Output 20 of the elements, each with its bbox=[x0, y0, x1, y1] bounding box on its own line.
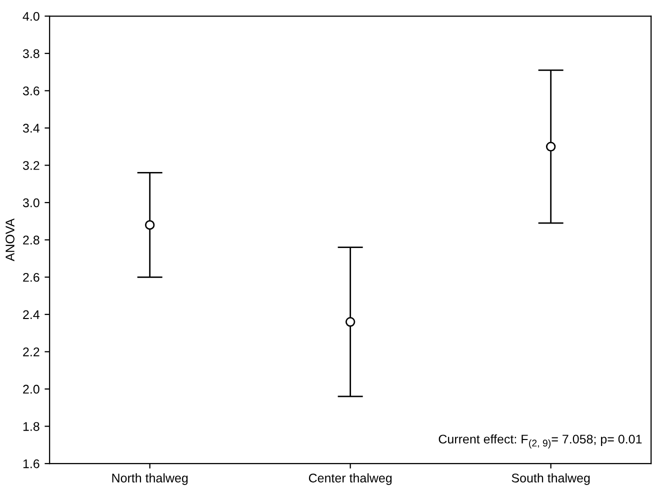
point bbox=[546, 142, 556, 152]
y-tick-label: 2.8 bbox=[23, 236, 40, 245]
y-tick-label: 3.2 bbox=[22, 161, 40, 170]
y-tick-label: 2.6 bbox=[23, 272, 40, 282]
point bbox=[144, 220, 155, 230]
y-tick-label: 3.0 bbox=[22, 198, 40, 208]
y-tick-label: 2.0 bbox=[23, 384, 40, 394]
point bbox=[345, 317, 356, 327]
y-tick-label: 2.4 bbox=[23, 310, 40, 319]
y-tick-label: 1.8 bbox=[23, 422, 40, 431]
y-tick-label: 1.6 bbox=[23, 459, 40, 468]
y-tick-label: 3.4 bbox=[22, 124, 40, 133]
y-axis-title: ANOVA bbox=[6, 218, 14, 262]
y-tick-label: 3.8 bbox=[22, 49, 40, 58]
y-tick-label: 3.6 bbox=[22, 86, 40, 96]
x-tick-label: South thalweg bbox=[512, 473, 590, 485]
x-tick-label: Center thalweg bbox=[308, 473, 392, 485]
x-tick-label: North thalweg bbox=[112, 473, 188, 485]
y-tick-label: 4.0 bbox=[22, 12, 40, 21]
y-tick-label: 2.2 bbox=[23, 348, 40, 356]
